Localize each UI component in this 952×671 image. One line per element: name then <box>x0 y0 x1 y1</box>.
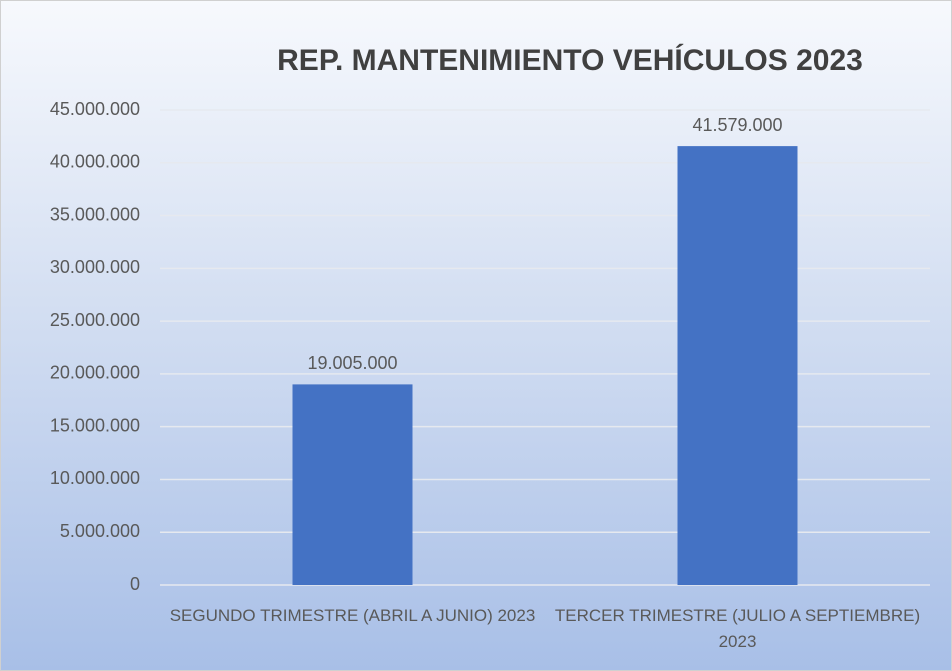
y-tick-label: 15.000.000 <box>50 415 140 435</box>
y-tick-label: 40.000.000 <box>50 152 140 172</box>
y-tick-label: 35.000.000 <box>50 204 140 224</box>
bar <box>677 146 798 586</box>
y-tick-label: 10.000.000 <box>50 468 140 488</box>
y-tick-label: 30.000.000 <box>50 257 140 277</box>
bar <box>292 384 413 585</box>
data-label: 41.579.000 <box>692 115 782 135</box>
x-tick-label: TERCER TRIMESTRE (JULIO A SEPTIEMBRE) 20… <box>554 606 921 651</box>
y-tick-label: 25.000.000 <box>50 310 140 330</box>
y-tick-label: 45.000.000 <box>50 99 140 119</box>
y-tick-label: 20.000.000 <box>50 363 140 383</box>
data-label: 19.005.000 <box>307 353 397 373</box>
y-tick-label: 5.000.000 <box>60 521 140 541</box>
y-tick-label: 0 <box>130 574 140 594</box>
x-tick-label: SEGUNDO TRIMESTRE (ABRIL A JUNIO) 2023 <box>169 606 536 625</box>
chart-title: REP. MANTENIMIENTO VEHÍCULOS 2023 <box>277 43 863 77</box>
